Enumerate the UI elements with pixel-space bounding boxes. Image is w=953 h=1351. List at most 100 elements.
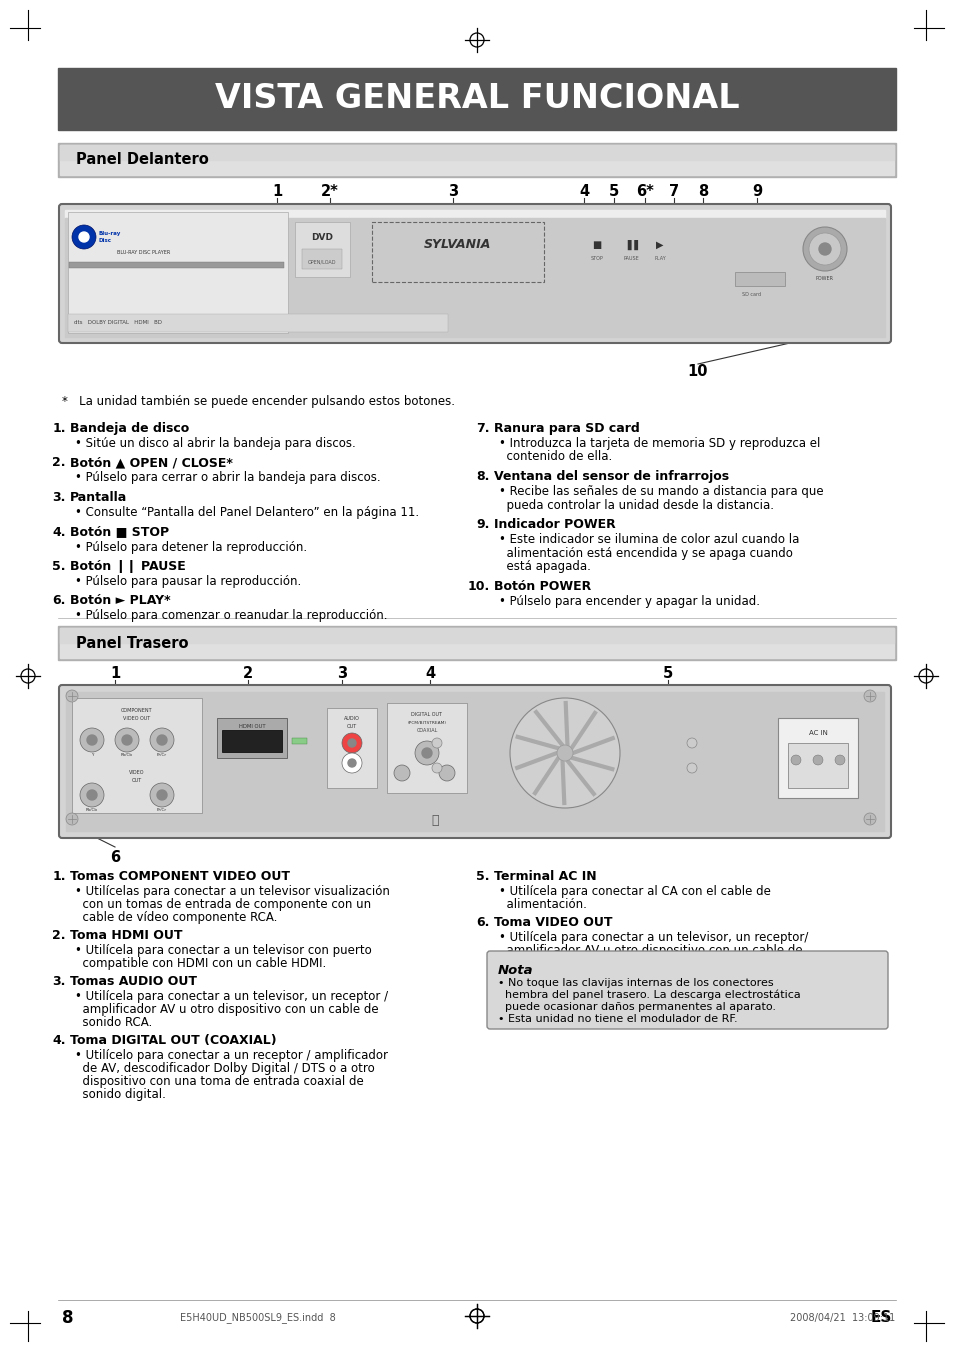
Circle shape [415, 740, 438, 765]
Circle shape [818, 243, 830, 255]
Circle shape [510, 698, 619, 808]
Text: HDMI OUT: HDMI OUT [238, 724, 265, 728]
Text: 4.: 4. [52, 1034, 66, 1047]
Text: Pr/Cr: Pr/Cr [157, 808, 167, 812]
Bar [60, 628, 893, 658]
Text: 6.: 6. [476, 916, 490, 929]
Text: puede ocasionar daños permanentes al aparato.: puede ocasionar daños permanentes al apa… [497, 1002, 775, 1012]
Text: sonido digital.: sonido digital. [75, 1088, 166, 1101]
Text: alimentación.: alimentación. [498, 898, 586, 911]
Text: DIGITAL OUT: DIGITAL OUT [411, 712, 442, 717]
Text: 1.: 1. [52, 870, 66, 884]
Circle shape [863, 813, 875, 825]
Text: Pr/Cr: Pr/Cr [157, 753, 167, 757]
FancyBboxPatch shape [486, 951, 887, 1029]
Circle shape [66, 690, 78, 703]
Text: Pantalla: Pantalla [70, 490, 127, 504]
Circle shape [421, 748, 432, 758]
Text: 3: 3 [336, 666, 347, 681]
Text: 2.: 2. [52, 457, 66, 470]
Bar [734, 272, 784, 286]
Text: 4: 4 [578, 185, 588, 200]
Text: Terminal AC IN: Terminal AC IN [494, 870, 596, 884]
Text: • Introduzca la tarjeta de memoria SD y reproduzca el: • Introduzca la tarjeta de memoria SD y … [498, 436, 820, 450]
FancyBboxPatch shape [59, 204, 890, 343]
Bar [71, 698, 202, 813]
Text: OPEN/LOAD: OPEN/LOAD [308, 259, 335, 265]
Bar [66, 692, 883, 831]
Text: con un tomas de entrada de componente con un: con un tomas de entrada de componente co… [75, 898, 371, 911]
Text: Ranura para SD card: Ranura para SD card [494, 422, 639, 435]
Bar [292, 738, 307, 744]
Text: dts   DOLBY DIGITAL   HDMI   BD: dts DOLBY DIGITAL HDMI BD [74, 320, 162, 326]
Text: 5.: 5. [52, 561, 66, 573]
Circle shape [686, 763, 697, 773]
Bar [302, 249, 341, 269]
Text: Pb/Cb: Pb/Cb [121, 753, 132, 757]
Text: ⏚: ⏚ [431, 813, 438, 827]
Bar [58, 68, 895, 130]
Text: de AV, descodificador Dolby Digital / DTS o a otro: de AV, descodificador Dolby Digital / DT… [75, 1062, 375, 1075]
Circle shape [348, 739, 355, 747]
Circle shape [686, 738, 697, 748]
Text: 5: 5 [662, 666, 673, 681]
Circle shape [71, 226, 96, 249]
Circle shape [80, 784, 104, 807]
Bar [294, 222, 350, 277]
Text: PAUSE: PAUSE [622, 257, 639, 262]
Text: 9: 9 [751, 185, 761, 200]
Text: ▶: ▶ [656, 240, 663, 250]
Text: hembra del panel trasero. La descarga electrostática: hembra del panel trasero. La descarga el… [497, 990, 800, 1001]
Text: 6*: 6* [636, 185, 653, 200]
Text: BLU-RAY DISC PLAYER: BLU-RAY DISC PLAYER [117, 250, 170, 254]
Text: Blu-ray: Blu-ray [99, 231, 121, 236]
Text: 3.: 3. [52, 490, 66, 504]
Text: Botón ▲ OPEN / CLOSE*: Botón ▲ OPEN / CLOSE* [70, 457, 233, 470]
Text: sonido RCA.: sonido RCA. [75, 1016, 152, 1029]
Text: STOP: STOP [590, 257, 602, 262]
Text: 3.: 3. [52, 975, 66, 988]
Text: • Púlselo para encender y apagar la unidad.: • Púlselo para encender y apagar la unid… [498, 594, 760, 608]
Text: • Recibe las señales de su mando a distancia para que: • Recibe las señales de su mando a dista… [498, 485, 822, 499]
Text: amplificador AV u otro dispositivo con un cable de: amplificador AV u otro dispositivo con u… [75, 1002, 378, 1016]
Text: 9.: 9. [476, 517, 490, 531]
Text: 10.: 10. [467, 580, 490, 593]
Text: • Utilícelo para conectar a un receptor / amplificador: • Utilícelo para conectar a un receptor … [75, 1048, 388, 1062]
Text: • Sitúe un disco al abrir la bandeja para discos.: • Sitúe un disco al abrir la bandeja par… [75, 436, 355, 450]
Bar [68, 313, 448, 332]
Circle shape [834, 755, 844, 765]
Text: • Utilícela para conectar a un televisor con puerto: • Utilícela para conectar a un televisor… [75, 944, 372, 957]
Text: OUT: OUT [132, 777, 142, 782]
Text: Disc: Disc [99, 238, 112, 242]
Circle shape [157, 790, 167, 800]
Text: DVD: DVD [311, 232, 333, 242]
Text: • Púlselo para comenzar o reanudar la reproducción.: • Púlselo para comenzar o reanudar la re… [75, 609, 387, 623]
Text: VISTA GENERAL FUNCIONAL: VISTA GENERAL FUNCIONAL [214, 82, 739, 115]
Text: 7: 7 [668, 185, 679, 200]
Text: Toma HDMI OUT: Toma HDMI OUT [70, 929, 182, 942]
Text: Indicador POWER: Indicador POWER [494, 517, 615, 531]
Text: 5.: 5. [476, 870, 490, 884]
Text: 1: 1 [110, 666, 120, 681]
Text: Botón ► PLAY*: Botón ► PLAY* [70, 594, 171, 608]
Bar [60, 145, 893, 159]
Text: Botón ❙❙ PAUSE: Botón ❙❙ PAUSE [70, 561, 186, 573]
Text: Toma VIDEO OUT: Toma VIDEO OUT [494, 916, 612, 929]
Text: 5: 5 [608, 185, 618, 200]
Text: • Púlselo para cerrar o abrir la bandeja para discos.: • Púlselo para cerrar o abrir la bandeja… [75, 471, 380, 485]
Bar [387, 703, 467, 793]
Circle shape [438, 765, 455, 781]
Bar [60, 628, 893, 643]
Text: 3: 3 [448, 185, 457, 200]
Text: Pb/Cb: Pb/Cb [86, 808, 98, 812]
Text: 8.: 8. [476, 470, 490, 484]
Text: Panel Delantero: Panel Delantero [76, 153, 209, 168]
Text: *   La unidad también se puede encender pulsando estos botones.: * La unidad también se puede encender pu… [62, 394, 455, 408]
Circle shape [122, 735, 132, 744]
Circle shape [341, 734, 361, 753]
Text: Y: Y [91, 753, 93, 757]
Circle shape [812, 755, 822, 765]
Circle shape [79, 232, 89, 242]
Text: cable de vídeo componente RCA.: cable de vídeo componente RCA. [75, 911, 277, 924]
Bar [69, 262, 284, 267]
